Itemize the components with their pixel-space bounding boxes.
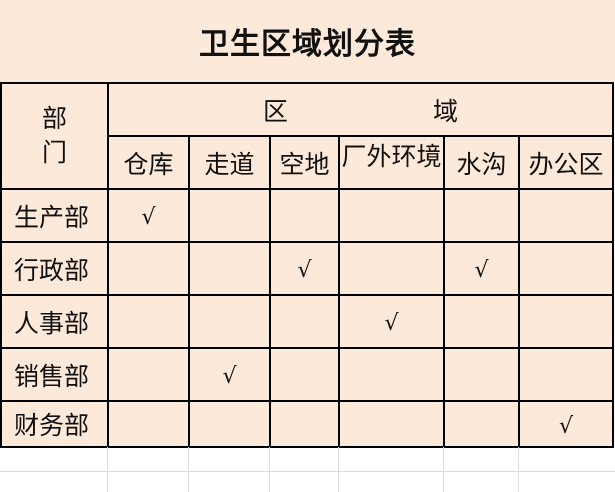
- check-cell[interactable]: √: [443, 241, 520, 296]
- column-header-label: 空地: [279, 149, 330, 179]
- table-row: 行政部 √ √: [0, 241, 614, 296]
- dept-header-cell[interactable]: 部 门: [0, 82, 109, 190]
- check-cell[interactable]: [188, 188, 271, 243]
- check-cell[interactable]: √: [107, 188, 190, 243]
- column-header-5[interactable]: 办公区: [518, 135, 614, 190]
- check-mark: √: [558, 413, 574, 439]
- dept-cell[interactable]: 销售部: [0, 347, 109, 402]
- check-cell[interactable]: [518, 241, 614, 296]
- check-cell[interactable]: [188, 294, 271, 349]
- empty-grid: [0, 447, 615, 492]
- gridline: [107, 447, 108, 492]
- check-mark: √: [222, 364, 237, 389]
- check-cell[interactable]: [188, 241, 271, 296]
- table-row: 生产部 √: [0, 188, 614, 243]
- column-header-label: 仓库: [123, 149, 174, 179]
- check-mark: √: [297, 258, 312, 283]
- region-header-2: 域: [432, 96, 458, 126]
- column-header-1[interactable]: 走道: [188, 135, 271, 190]
- check-cell[interactable]: [338, 241, 445, 296]
- check-cell[interactable]: [107, 400, 190, 448]
- check-cell[interactable]: [338, 347, 445, 402]
- check-cell[interactable]: [518, 188, 614, 243]
- check-mark: √: [384, 311, 399, 336]
- gridline: [188, 447, 189, 492]
- gridline: [0, 471, 615, 472]
- check-cell[interactable]: √: [188, 347, 271, 402]
- table-row: 财务部 √: [0, 400, 614, 448]
- check-cell[interactable]: √: [518, 400, 614, 448]
- gridline: [443, 447, 444, 492]
- check-cell[interactable]: [107, 294, 190, 349]
- region-header-1: 区: [262, 96, 288, 126]
- check-cell[interactable]: [107, 347, 190, 402]
- check-cell[interactable]: [188, 400, 271, 448]
- check-cell[interactable]: [338, 188, 445, 243]
- check-cell[interactable]: [443, 400, 520, 448]
- check-cell[interactable]: [269, 294, 340, 349]
- check-cell[interactable]: [443, 188, 520, 243]
- check-cell[interactable]: [443, 347, 520, 402]
- dept-cell[interactable]: 行政部: [0, 241, 109, 296]
- column-header-label: 走道: [204, 149, 255, 179]
- gridline: [269, 447, 270, 492]
- check-cell[interactable]: √: [338, 294, 445, 349]
- column-header-label: 办公区: [528, 149, 604, 179]
- region-header-cell[interactable]: 区域: [107, 82, 614, 137]
- column-header-label: 水沟: [456, 149, 507, 179]
- check-cell[interactable]: √: [269, 241, 340, 296]
- column-header-4[interactable]: 水沟: [443, 135, 520, 190]
- check-cell[interactable]: [518, 347, 614, 402]
- column-header-0[interactable]: 仓库: [107, 135, 190, 190]
- dept-header: 部 门: [41, 104, 67, 167]
- check-mark: √: [141, 205, 156, 230]
- column-header-2[interactable]: 空地: [269, 135, 340, 190]
- gridline: [338, 447, 339, 492]
- gridline: [518, 447, 519, 492]
- table-row: 销售部 √: [0, 347, 614, 402]
- table-row: 人事部 √: [0, 294, 614, 349]
- sheet-title[interactable]: 卫生区域划分表: [0, 0, 615, 82]
- check-cell[interactable]: [443, 294, 520, 349]
- dept-cell[interactable]: 人事部: [0, 294, 109, 349]
- check-cell[interactable]: [269, 400, 340, 448]
- dept-cell[interactable]: 生产部: [0, 188, 109, 243]
- column-header-label: 厂外环境: [341, 141, 442, 171]
- check-cell[interactable]: [518, 294, 614, 349]
- column-header-3[interactable]: 厂外环境: [338, 135, 445, 190]
- check-cell[interactable]: [107, 241, 190, 296]
- dept-cell[interactable]: 财务部: [0, 400, 109, 448]
- check-cell[interactable]: [269, 347, 340, 402]
- check-cell[interactable]: [338, 400, 445, 448]
- check-mark: √: [474, 258, 489, 283]
- region-table: 部 门 区域 仓库 走道 空地 厂外环境 水沟 办公区 生产部 √ 行政部 √ √ 人事部 √ 销售部 √…: [0, 82, 614, 448]
- check-cell[interactable]: [269, 188, 340, 243]
